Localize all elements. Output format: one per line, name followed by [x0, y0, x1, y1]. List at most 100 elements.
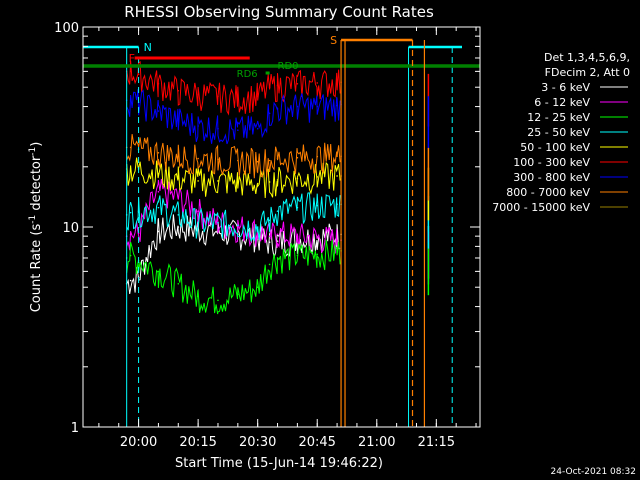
data-point-300-800-kev [336, 104, 338, 107]
data-point-6-12-kev [296, 235, 299, 237]
data-point-50-100-kev [256, 182, 259, 185]
data-point-300-800-kev [316, 105, 319, 108]
data-point-25-50-kev [217, 221, 219, 224]
y-axis-label-sup-1: -1 [28, 215, 38, 224]
legend-header-1: Det 1,3,4,5,6,9, [544, 51, 630, 64]
y-axis-label: Count Rate (s-1 detector-1) [28, 142, 44, 313]
data-point-25-50-kev [157, 206, 160, 209]
y-axis-label-end: ) [29, 142, 44, 147]
data-point-12-25-kev [177, 282, 180, 285]
series-12-25-kev [125, 239, 342, 315]
data-point-100-300-kev [129, 70, 132, 73]
data-point-3-6-kev [177, 226, 180, 228]
y-tick-label-1: 1 [71, 421, 79, 436]
series-line-800-7000-kev [126, 134, 341, 179]
data-point-100-300-kev [256, 95, 259, 98]
legend-label-12-25-kev: 12 - 25 keV [527, 111, 590, 124]
series-100-300-kev [125, 60, 342, 116]
flare-flag-label: F [129, 52, 135, 65]
data-point-12-25-kev [256, 286, 259, 289]
x-tick-label-20-15: 20:15 [179, 435, 216, 450]
data-point-800-7000-kev [316, 155, 319, 158]
series-line-12-25-kev [126, 239, 341, 315]
data-point-25-50-kev [276, 210, 279, 212]
data-point-100-300-kev [177, 89, 180, 92]
data-point-3-6-kev [129, 279, 132, 282]
footer-timestamp: 24-Oct-2021 08:32 [551, 467, 636, 477]
data-point-100-300-kev [237, 97, 239, 100]
data-point-6-12-kev [129, 233, 132, 236]
plot-data-layer [125, 60, 430, 315]
data-point-6-12-kev [276, 233, 279, 236]
data-point-800-7000-kev [197, 157, 199, 160]
data-point-800-7000-kev [237, 159, 239, 162]
data-point-50-100-kev [237, 181, 239, 183]
data-point-100-300-kev [137, 73, 140, 76]
data-point-800-7000-kev [256, 160, 259, 163]
series-line-6-12-kev [126, 178, 341, 254]
x-tick-label-21-00: 21:00 [358, 435, 395, 450]
plot-annotations: NF RD6 RD0 S [83, 34, 480, 427]
data-point-100-300-kev [316, 82, 319, 84]
data-point-6-12-kev [157, 190, 160, 193]
data-point-800-7000-kev [336, 155, 338, 157]
data-point-6-12-kev [336, 239, 338, 241]
legend-label-800-7000-kev: 800 - 7000 keV [506, 186, 590, 199]
data-point-300-800-kev [237, 129, 239, 131]
data-point-25-50-kev [197, 221, 199, 224]
data-point-25-50-kev [268, 219, 271, 222]
data-point-25-50-kev [336, 203, 338, 206]
data-point-50-100-kev [197, 180, 199, 182]
data-point-300-800-kev [177, 119, 180, 122]
data-point-300-800-kev [276, 107, 279, 110]
x-tick-label-20-00: 20:00 [120, 435, 157, 450]
data-point-100-300-kev [336, 81, 338, 83]
data-point-800-7000-kev [296, 156, 299, 159]
x-tick-label-20-30: 20:30 [239, 435, 276, 450]
series-line-100-300-kev [126, 60, 341, 116]
legend: Det 1,3,4,5,6,9, FDecim 2, Att 0 3 - 6 k… [492, 51, 630, 214]
data-point-25-50-kev [237, 224, 239, 227]
chart-title: RHESSI Observing Summary Count Rates [124, 3, 434, 21]
data-point-12-25-kev [197, 295, 199, 298]
data-point-12-25-kev [268, 263, 271, 266]
data-point-100-300-kev [197, 93, 199, 96]
data-point-12-25-kev [316, 253, 319, 256]
data-point-12-25-kev [296, 254, 299, 257]
data-point-50-100-kev [316, 176, 319, 178]
data-point-100-300-kev [276, 84, 279, 87]
data-point-50-100-kev [296, 177, 299, 180]
data-point-800-7000-kev [129, 146, 132, 149]
legend-label-300-800-kev: 300 - 800 keV [513, 171, 590, 184]
data-point-6-12-kev [237, 226, 239, 228]
saa-flag-label: S [330, 34, 337, 47]
night-flag-label: N [144, 41, 152, 54]
series-300-800-kev [125, 89, 342, 145]
data-point-300-800-kev [157, 110, 160, 112]
data-point-300-800-kev [217, 127, 219, 130]
data-point-300-800-kev [256, 127, 259, 130]
data-point-25-50-kev [177, 214, 180, 216]
data-point-300-800-kev [296, 105, 299, 108]
data-point-12-25-kev [276, 257, 279, 259]
data-point-12-25-kev [336, 251, 338, 253]
y-axis-label-main: Count Rate (s [29, 224, 44, 313]
series-line-25-50-kev [126, 192, 341, 242]
rd6-label: RD6 [237, 69, 258, 80]
data-point-6-12-kev [268, 235, 271, 237]
legend-header-2: FDecim 2, Att 0 [545, 66, 630, 79]
y-tick-label-100: 100 [54, 21, 79, 36]
data-point-50-100-kev [157, 172, 160, 175]
y-axis-label-mid: detector [29, 155, 44, 215]
data-point-50-100-kev [177, 177, 180, 180]
data-point-6-12-kev [177, 196, 180, 199]
data-point-3-6-kev [276, 240, 279, 242]
data-point-800-7000-kev [177, 155, 180, 158]
data-point-25-50-kev [256, 226, 259, 228]
data-point-100-300-kev [296, 82, 299, 85]
data-point-100-300-kev [157, 82, 160, 85]
data-point-6-12-kev [316, 237, 319, 239]
data-point-800-7000-kev [268, 159, 271, 162]
data-point-300-800-kev [197, 125, 199, 127]
